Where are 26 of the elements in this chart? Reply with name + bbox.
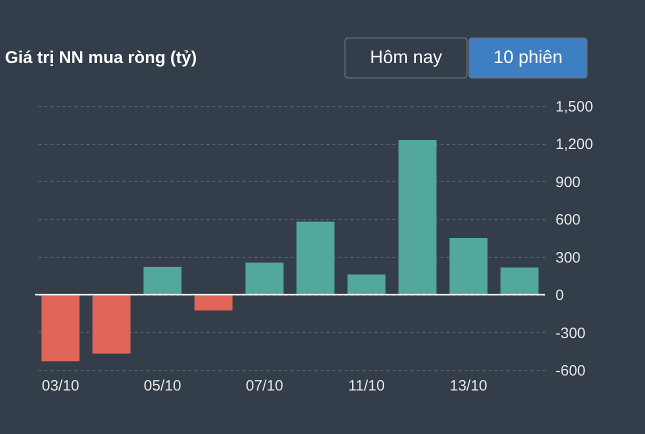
text: 10 phiên (493, 47, 563, 67)
bar (246, 262, 284, 295)
y-tick-label: 600 (556, 212, 581, 229)
chart-title: Giá trị NN mua ròng (tỷ) (5, 48, 197, 67)
bar (194, 294, 232, 311)
y-tick-label: 1,200 (556, 136, 594, 154)
bar (42, 294, 80, 362)
y-tick-label: 300 (556, 249, 581, 266)
bar (144, 266, 182, 295)
text: Hôm nay (370, 47, 442, 67)
bar (500, 268, 538, 295)
y-tick-label: -600 (556, 362, 586, 380)
x-tick-label: 07/10 (246, 378, 284, 394)
x-tick-label: 13/10 (450, 378, 488, 394)
y-tick-label: 0 (556, 287, 564, 304)
x-tick-label: 11/10 (348, 378, 385, 394)
bar (398, 140, 436, 295)
bar (92, 294, 130, 354)
bar (450, 238, 488, 295)
bar (348, 274, 386, 295)
bar (296, 222, 334, 295)
y-tick-label: 900 (556, 174, 581, 191)
x-tick-label: 05/10 (144, 378, 182, 394)
x-tick-label: 03/10 (42, 378, 80, 394)
y-tick-label: 1,500 (556, 98, 594, 116)
y-tick-label: -300 (556, 324, 586, 342)
